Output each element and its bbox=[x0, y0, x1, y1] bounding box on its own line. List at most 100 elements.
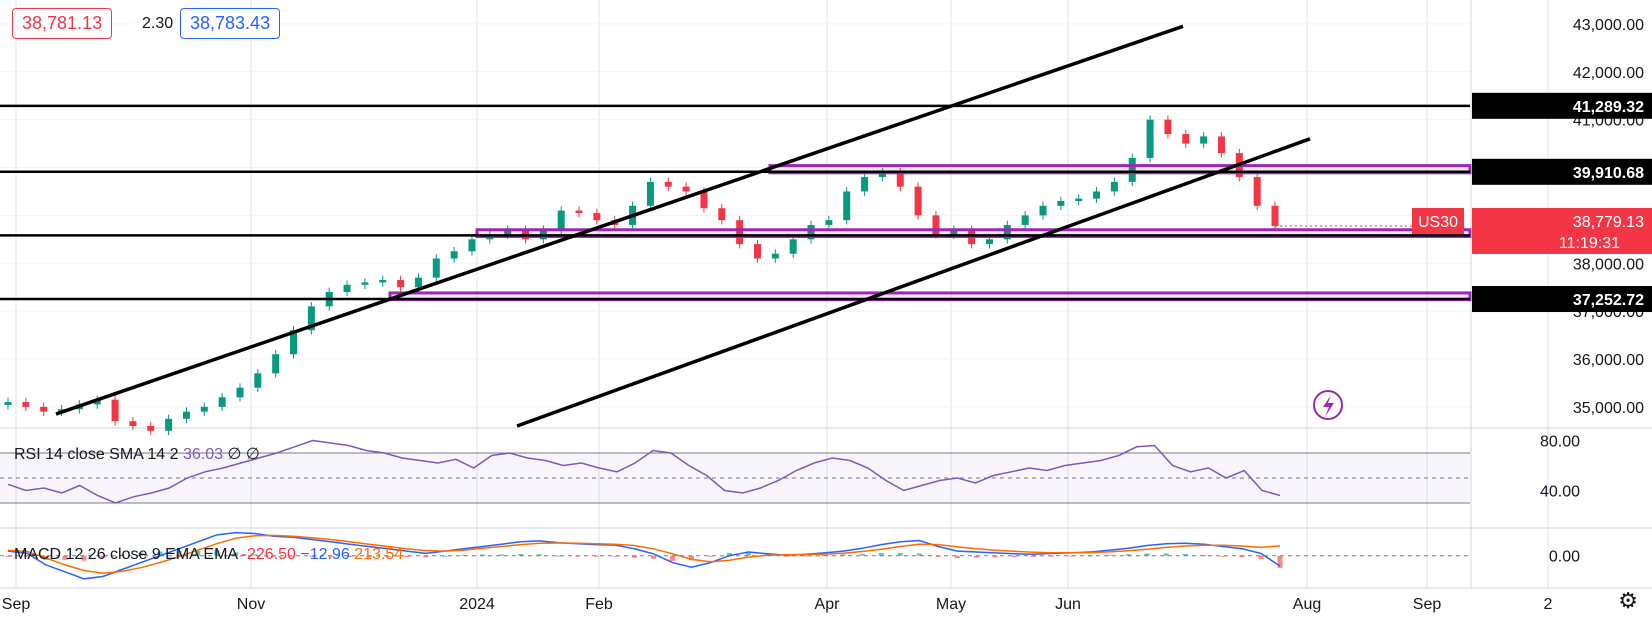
macd-histogram-bar bbox=[916, 553, 922, 556]
macd-histogram-bar bbox=[1049, 555, 1055, 557]
macd-histogram-bar bbox=[347, 555, 353, 558]
macd-histogram-bar bbox=[840, 554, 846, 556]
time-tick: Sep bbox=[1413, 596, 1442, 613]
macd-histogram-bar bbox=[594, 555, 600, 557]
settings-icon[interactable]: ⚙ bbox=[1618, 588, 1638, 613]
macd-histogram-bar bbox=[1201, 555, 1207, 556]
macd-histogram-bar bbox=[935, 555, 941, 557]
candle-body bbox=[93, 399, 101, 405]
level-tag: 39,910.68 bbox=[1573, 165, 1644, 182]
candle-body bbox=[575, 210, 583, 213]
candle-body bbox=[646, 181, 654, 206]
candle-body bbox=[4, 402, 12, 405]
candle-body bbox=[432, 258, 440, 278]
candle-body bbox=[1164, 119, 1172, 135]
candle-body bbox=[40, 406, 48, 412]
price-tick: 38,000.00 bbox=[1573, 256, 1644, 273]
candle-body bbox=[290, 330, 298, 355]
macd-histogram-bar bbox=[1011, 555, 1017, 558]
candle-body bbox=[557, 210, 565, 230]
price-tick: 35,000.00 bbox=[1573, 400, 1644, 417]
macd-histogram-bar bbox=[176, 550, 182, 556]
macd-histogram-bar bbox=[669, 555, 675, 561]
rsi-label: RSI 14 close SMA 14 2 36.03 ∅ ∅ bbox=[14, 446, 260, 463]
macd-histogram-bar bbox=[1163, 553, 1169, 556]
macd-pane: 0.00 bbox=[0, 531, 1580, 580]
symbol-badge: US30 bbox=[1418, 214, 1458, 231]
spread-value: 2.30 bbox=[133, 8, 183, 39]
candle-body bbox=[1182, 134, 1190, 144]
level-tag: 41,289.32 bbox=[1573, 99, 1644, 116]
macd-histogram-bar bbox=[897, 552, 903, 556]
macd-histogram-bar bbox=[575, 555, 581, 557]
time-tick: Jun bbox=[1055, 596, 1081, 613]
level-tag-bg-1 bbox=[1472, 158, 1652, 185]
candle-body bbox=[1075, 198, 1083, 202]
candle-body bbox=[307, 306, 315, 331]
candle-body bbox=[1110, 181, 1118, 192]
candle-body bbox=[254, 373, 262, 388]
price-tick: 43,000.00 bbox=[1573, 17, 1644, 34]
macd-histogram-bar bbox=[119, 554, 125, 556]
macd-histogram-bar bbox=[650, 555, 656, 559]
macd-histogram-bar bbox=[613, 555, 619, 557]
last-price-value: 38,779.13 bbox=[1573, 214, 1644, 231]
flash-icon bbox=[1313, 390, 1343, 420]
macd-histogram-bar bbox=[442, 555, 448, 557]
macd-histogram-bar bbox=[499, 554, 505, 556]
candle-body bbox=[397, 280, 405, 288]
macd-histogram-bar bbox=[5, 555, 11, 557]
candle-body bbox=[771, 253, 779, 259]
candles bbox=[4, 115, 1279, 436]
candle-body bbox=[129, 421, 137, 426]
macd-histogram-bar bbox=[688, 555, 694, 561]
macd-histogram-bar bbox=[62, 555, 68, 560]
candle-body bbox=[807, 224, 815, 240]
candle-body bbox=[182, 411, 190, 419]
candle-body bbox=[1003, 224, 1011, 240]
macd-signal-line bbox=[7, 534, 1281, 574]
macd-histogram-bar bbox=[138, 552, 144, 556]
ask-price[interactable]: 38,783.43 bbox=[180, 8, 281, 39]
candle-body bbox=[1057, 201, 1065, 206]
bid-price[interactable]: 38,781.13 bbox=[12, 8, 113, 39]
candle-body bbox=[504, 229, 512, 235]
rsi-line bbox=[7, 439, 1281, 504]
macd-histogram-bar bbox=[632, 555, 638, 558]
macd-histogram-bar bbox=[24, 555, 30, 557]
price-tick: 42,000.00 bbox=[1573, 65, 1644, 82]
candle-body bbox=[843, 191, 851, 221]
macd-histogram-bar bbox=[1277, 555, 1283, 568]
time-tick: 2 bbox=[1544, 596, 1553, 613]
candle-body bbox=[1146, 119, 1154, 158]
macd-histogram-bar bbox=[233, 552, 239, 556]
time-tick: May bbox=[936, 596, 966, 613]
zones bbox=[388, 164, 1472, 302]
candle-body bbox=[932, 215, 940, 235]
candle-body bbox=[1217, 136, 1225, 154]
macd-histogram-bar bbox=[1030, 555, 1036, 557]
macd-histogram-bar bbox=[726, 552, 732, 556]
price-tick: 36,000.00 bbox=[1573, 352, 1644, 369]
candle-body bbox=[1021, 215, 1029, 225]
time-tick: Sep bbox=[2, 596, 31, 613]
macd-tick: 0.00 bbox=[1549, 549, 1580, 566]
macd-histogram-bar bbox=[290, 555, 296, 557]
time-axis[interactable]: Sep Nov 2024 Feb Apr May Jun Aug Sep 2 bbox=[2, 596, 1553, 613]
candle-body bbox=[1253, 177, 1261, 206]
candle-body bbox=[111, 399, 119, 422]
candle-body bbox=[753, 244, 761, 259]
last-price-bg bbox=[1472, 207, 1652, 254]
macd-histogram-bar bbox=[195, 550, 201, 556]
pane-labels: RSI 14 close SMA 14 2 36.03 ∅ ∅ MACD 12 2… bbox=[14, 446, 403, 563]
price-axis[interactable]: 35,000.0036,000.0037,000.0038,000.0039,0… bbox=[1275, 17, 1652, 417]
macd-histogram-bar bbox=[1106, 554, 1112, 556]
macd-histogram-bar bbox=[954, 555, 960, 559]
candle-body bbox=[468, 239, 476, 252]
candle-body bbox=[414, 277, 422, 288]
macd-histogram-bar bbox=[309, 555, 315, 557]
candle-body bbox=[218, 397, 226, 407]
symbol-badge-bg bbox=[1412, 207, 1464, 234]
macd-histogram-bar bbox=[404, 555, 410, 558]
